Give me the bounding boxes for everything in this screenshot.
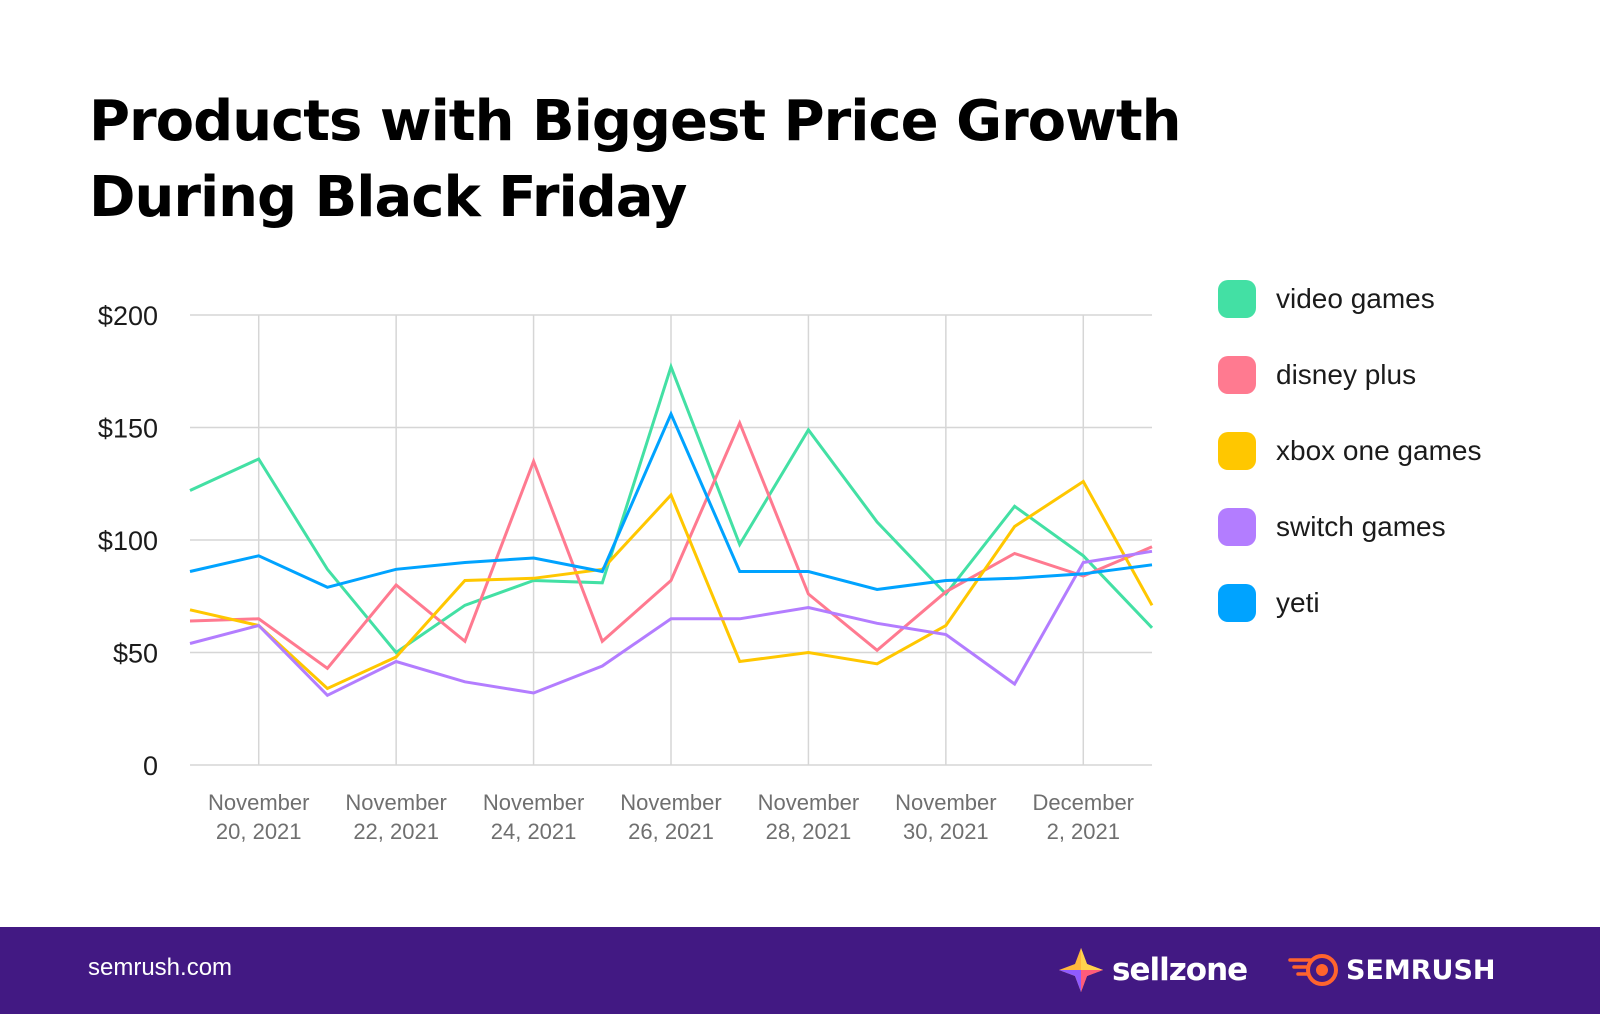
sellzone-star-icon (1059, 948, 1103, 992)
footer-bar: semrush.com sellzone SEMRUSH (0, 927, 1600, 1014)
sellzone-wordmark: sellzone (1112, 952, 1248, 988)
x-tick-label-5-line-2: 30, 2021 (903, 819, 989, 844)
series-line-yeti (189, 410, 1153, 592)
chart-title-line-1: Products with Biggest Price Growth (89, 89, 1182, 154)
legend-label-disney-plus: disney plus (1276, 359, 1417, 390)
series-line-disney-plus (189, 419, 1153, 671)
x-tick-label-2-line-2: 24, 2021 (491, 819, 577, 844)
legend-label-video-games: video games (1276, 283, 1435, 314)
legend-item-yeti[interactable]: yeti (1218, 584, 1481, 622)
y-tick-label-100: $100 (98, 526, 158, 556)
chart-title-line-2: During Black Friday (89, 165, 687, 230)
legend-item-switch-games[interactable]: switch games (1218, 508, 1481, 546)
x-tick-label-0-line-2: 20, 2021 (216, 819, 302, 844)
chart-legend: video games disney plus xbox one games s… (1218, 280, 1481, 660)
x-tick-label-6-line-2: 2, 2021 (1047, 819, 1120, 844)
legend-swatch-switch-games (1218, 508, 1256, 546)
y-tick-label-200: $200 (98, 301, 158, 331)
line-chart: 0 $50 $100 $150 $200 November 20, 2021 November… (98, 301, 1154, 844)
y-tick-label-150: $150 (98, 414, 158, 444)
legend-item-disney-plus[interactable]: disney plus (1218, 356, 1481, 394)
semrush-wordmark: SEMRUSH (1346, 954, 1496, 986)
series-line-switch-games (189, 549, 1153, 698)
x-tick-label-1-line-1: November (345, 790, 446, 815)
y-tick-label-50: $50 (113, 639, 158, 669)
x-tick-label-0-line-1: November (208, 790, 309, 815)
semrush-logo[interactable]: SEMRUSH (1288, 947, 1496, 993)
chart-title: Products with Biggest Price Growth Durin… (89, 84, 1289, 236)
x-tick-label-6-line-1: December (1033, 790, 1134, 815)
legend-swatch-disney-plus (1218, 356, 1256, 394)
footer-site-link[interactable]: semrush.com (88, 954, 233, 981)
x-tick-label-1-line-2: 22, 2021 (353, 819, 439, 844)
x-tick-label-2-line-1: November (483, 790, 584, 815)
semrush-fireball-icon (1288, 954, 1338, 986)
legend-label-xbox-one-games: xbox one games (1276, 435, 1482, 466)
legend-item-video-games[interactable]: video games (1218, 280, 1481, 318)
legend-swatch-video-games (1218, 280, 1256, 318)
x-tick-label-5-line-1: November (895, 790, 996, 815)
legend-swatch-yeti (1218, 584, 1256, 622)
x-tick-label-3-line-1: November (620, 790, 721, 815)
y-tick-label-0: 0 (143, 751, 158, 781)
sellzone-logo[interactable]: sellzone (1058, 947, 1248, 993)
x-tick-label-4-line-2: 28, 2021 (766, 819, 852, 844)
legend-label-switch-games: switch games (1276, 511, 1446, 542)
series-line-video-games (189, 362, 1154, 655)
legend-label-yeti: yeti (1276, 587, 1320, 618)
legend-swatch-xbox-one-games (1218, 432, 1256, 470)
x-tick-label-4-line-1: November (758, 790, 859, 815)
legend-item-xbox-one-games[interactable]: xbox one games (1218, 432, 1481, 470)
x-tick-label-3-line-2: 26, 2021 (628, 819, 714, 844)
series-line-xbox-one-games (189, 479, 1154, 691)
